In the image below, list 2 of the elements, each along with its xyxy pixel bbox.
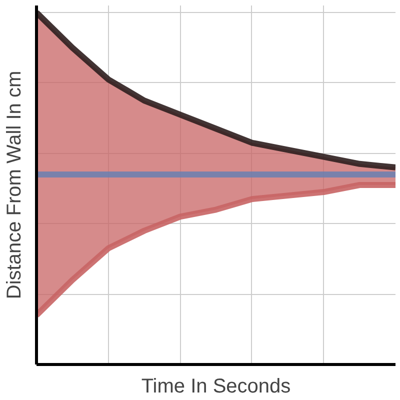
x-axis-title: Time In Seconds — [141, 376, 291, 398]
y-axis-title: Distance From Wall In cm — [4, 70, 26, 300]
